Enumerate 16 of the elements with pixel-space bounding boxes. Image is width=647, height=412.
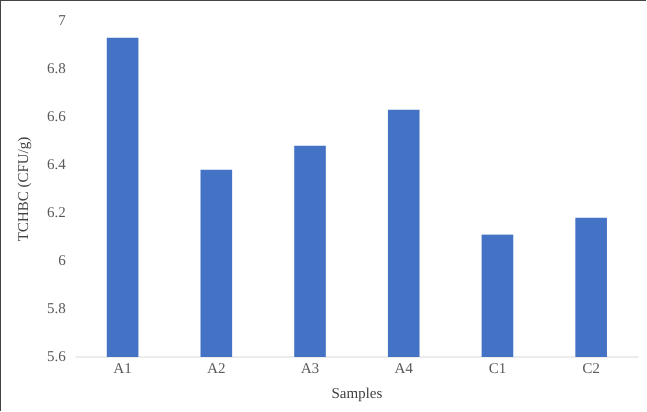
y-tick-label: 6.6 [47,108,66,125]
x-tick-label: A4 [394,360,414,377]
y-axis-title: TCHBC (CFU/g) [16,136,32,242]
x-tick-label: C2 [582,360,600,377]
x-tick-label: A1 [113,360,132,377]
y-tick-label: 6.4 [47,156,66,173]
y-tick-label: 6 [58,252,66,269]
y-tick-label: 5.6 [47,348,66,365]
y-tick-label: 6.8 [47,60,66,77]
x-tick-label: A2 [207,360,226,377]
y-tick-label: 6.2 [47,204,66,221]
x-axis-title: Samples [331,386,382,402]
y-tick-label: 5.8 [47,300,66,317]
x-tick-label: C1 [488,360,506,377]
y-tick-label: 7 [58,12,66,29]
x-tick-label: A3 [300,360,320,377]
